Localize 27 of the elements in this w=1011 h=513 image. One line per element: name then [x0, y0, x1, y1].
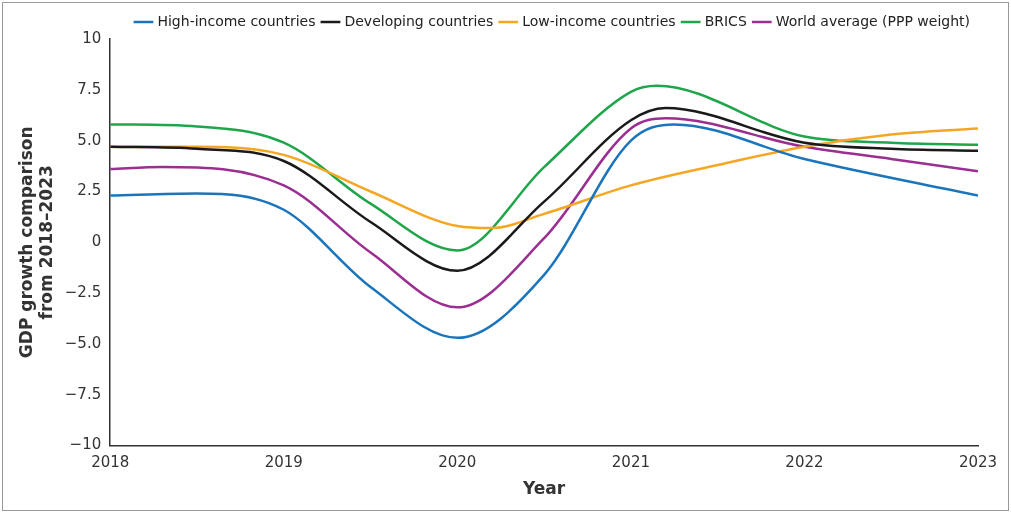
legend-label: Developing countries	[344, 12, 494, 29]
x-axis-title: Year	[522, 478, 566, 499]
y-tick-label: −5.0	[64, 333, 102, 352]
x-tick-label: 2021	[611, 453, 650, 472]
legend-label: BRICS	[704, 12, 747, 29]
legend-label: World average (PPP weight)	[775, 12, 971, 29]
y-tick-label: 0	[91, 232, 102, 251]
legend-label: Low-income countries	[522, 12, 676, 29]
line-series	[110, 127, 978, 230]
x-tick-label: 2018	[91, 453, 130, 472]
x-tick-label: 2022	[785, 453, 824, 472]
x-tick-label: 2020	[438, 453, 477, 472]
y-tick-label: −7.5	[64, 384, 102, 403]
legend-label: High-income countries	[157, 12, 316, 29]
y-tick-label: 5.0	[77, 130, 102, 149]
y-tick-label: 2.5	[77, 181, 102, 200]
y-tick-label: 10	[82, 28, 102, 47]
y-tick-label: −10	[69, 435, 102, 454]
line-series	[110, 117, 978, 309]
y-tick-label: 7.5	[77, 79, 102, 98]
x-tick-label: 2019	[264, 453, 303, 472]
y-tick-label: −2.5	[64, 283, 102, 302]
x-tick-label: 2023	[958, 453, 998, 472]
line-series	[110, 106, 978, 273]
line-series	[110, 123, 978, 340]
line-series	[110, 84, 978, 252]
y-axis-title: GDP growth comparison from 2018–2023	[15, 126, 57, 359]
